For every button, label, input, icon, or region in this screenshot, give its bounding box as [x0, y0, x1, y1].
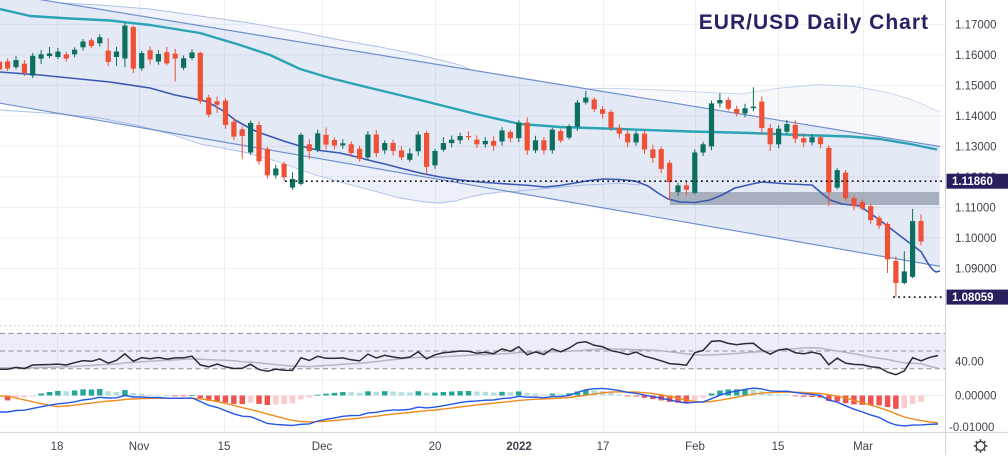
svg-text:18: 18: [51, 441, 64, 453]
svg-text:1.14000: 1.14000: [955, 111, 997, 123]
svg-text:1.10000: 1.10000: [955, 233, 997, 245]
svg-text:1.08059: 1.08059: [952, 292, 994, 304]
svg-text:40.00: 40.00: [955, 357, 984, 369]
svg-text:1.16000: 1.16000: [955, 50, 997, 62]
svg-text:1.15000: 1.15000: [955, 80, 997, 92]
svg-text:Feb: Feb: [685, 441, 705, 453]
svg-text:2022: 2022: [506, 441, 532, 453]
svg-text:1.11860: 1.11860: [952, 176, 993, 188]
svg-text:0.00000: 0.00000: [955, 391, 997, 403]
svg-text:1.13000: 1.13000: [955, 141, 997, 153]
svg-text:17: 17: [597, 441, 610, 453]
svg-text:15: 15: [218, 441, 231, 453]
svg-text:1.11000: 1.11000: [955, 202, 996, 214]
svg-text:1.09000: 1.09000: [955, 263, 997, 275]
svg-text:-0.01000: -0.01000: [949, 422, 994, 434]
svg-text:Dec: Dec: [312, 441, 333, 453]
svg-text:15: 15: [772, 441, 785, 453]
svg-text:20: 20: [429, 441, 442, 453]
svg-text:Nov: Nov: [129, 441, 150, 453]
svg-text:Mar: Mar: [853, 441, 873, 453]
svg-text:1.17000: 1.17000: [955, 19, 997, 31]
svg-text:EUR/USD Daily Chart: EUR/USD Daily Chart: [699, 11, 929, 34]
